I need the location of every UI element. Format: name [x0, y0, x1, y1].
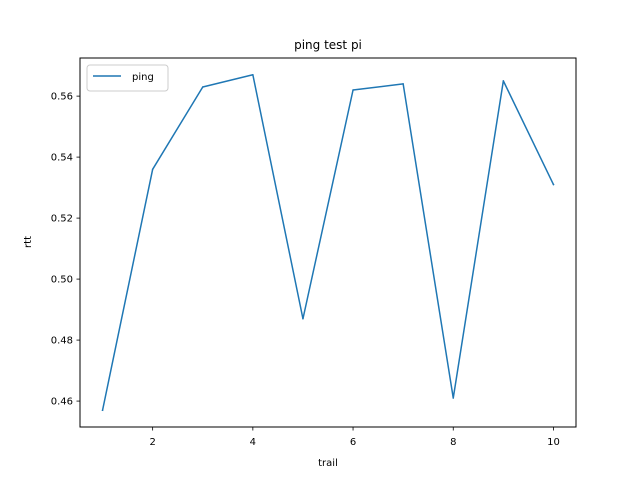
- series-layer: [101, 74, 555, 412]
- y-tick-label: 0.46: [51, 397, 73, 408]
- legend: ping: [86, 64, 169, 92]
- y-tick-label: 0.56: [51, 92, 73, 103]
- data-point: [502, 80, 505, 82]
- y-tick-label: 0.54: [51, 153, 73, 164]
- plot-frame: [79, 57, 577, 428]
- y-tick-label: 0.52: [51, 214, 73, 225]
- data-point: [101, 409, 104, 411]
- y-axis-label: rtt: [23, 236, 34, 248]
- data-point: [252, 74, 254, 76]
- x-axis-ticks: 2 4 6 8 10: [149, 427, 560, 448]
- data-point: [302, 317, 304, 320]
- data-point: [201, 86, 204, 88]
- data-point: [151, 168, 154, 171]
- x-tick-label: 2: [149, 437, 155, 448]
- x-axis-label: trail: [318, 458, 338, 469]
- legend-box: [86, 64, 169, 92]
- x-tick-label: 6: [350, 437, 356, 448]
- y-tick-label: 0.50: [51, 275, 73, 286]
- y-axis-ticks: 0.46 0.48 0.50 0.52 0.54 0.56: [51, 92, 80, 408]
- chart-title: ping test pi: [294, 38, 362, 52]
- data-point: [352, 89, 354, 91]
- series-line-ping: [101, 74, 555, 412]
- data-point: [552, 183, 555, 186]
- y-tick-label: 0.48: [51, 336, 73, 347]
- data-point: [452, 397, 455, 399]
- legend-label-ping: ping: [132, 72, 154, 83]
- x-tick-label: 10: [547, 437, 560, 448]
- data-point: [402, 83, 404, 85]
- x-tick-label: 4: [250, 437, 256, 448]
- x-tick-label: 8: [450, 437, 456, 448]
